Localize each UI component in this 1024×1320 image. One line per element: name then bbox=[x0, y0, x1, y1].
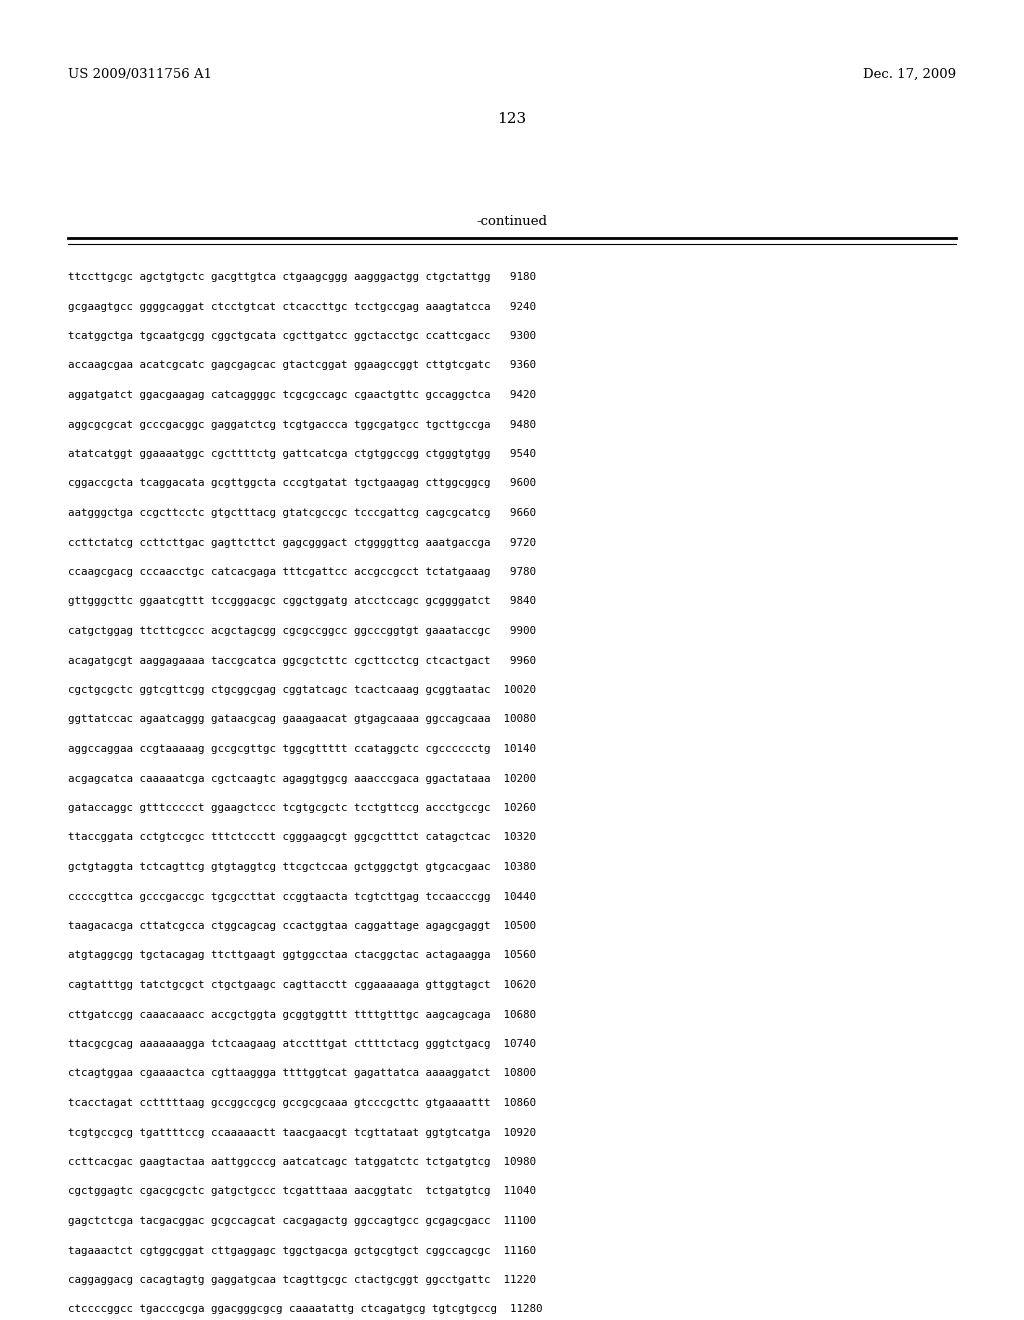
Text: tcatggctga tgcaatgcgg cggctgcata cgcttgatcc ggctacctgc ccattcgacc   9300: tcatggctga tgcaatgcgg cggctgcata cgcttga… bbox=[68, 331, 536, 341]
Text: ctcagtggaa cgaaaactca cgttaaggga ttttggtcat gagattatca aaaaggatct  10800: ctcagtggaa cgaaaactca cgttaaggga ttttggt… bbox=[68, 1068, 536, 1078]
Text: ttaccggata cctgtccgcc tttctccctt cgggaagcgt ggcgctttct catagctcac  10320: ttaccggata cctgtccgcc tttctccctt cgggaag… bbox=[68, 833, 536, 842]
Text: aggcgcgcat gcccgacggc gaggatctcg tcgtgaccca tggcgatgcc tgcttgccga   9480: aggcgcgcat gcccgacggc gaggatctcg tcgtgac… bbox=[68, 420, 536, 429]
Text: tcacctagat cctttttaag gccggccgcg gccgcgcaaa gtcccgcttc gtgaaaattt  10860: tcacctagat cctttttaag gccggccgcg gccgcgc… bbox=[68, 1098, 536, 1107]
Text: tcgtgccgcg tgattttccg ccaaaaactt taacgaacgt tcgttataat ggtgtcatga  10920: tcgtgccgcg tgattttccg ccaaaaactt taacgaa… bbox=[68, 1127, 536, 1138]
Text: ccttctatcg ccttcttgac gagttcttct gagcgggact ctggggttcg aaatgaccga   9720: ccttctatcg ccttcttgac gagttcttct gagcggg… bbox=[68, 537, 536, 548]
Text: ttacgcgcag aaaaaaagga tctcaagaag atcctttgat cttttctacg gggtctgacg  10740: ttacgcgcag aaaaaaagga tctcaagaag atccttt… bbox=[68, 1039, 536, 1049]
Text: acagatgcgt aaggagaaaa taccgcatca ggcgctcttc cgcttcctcg ctcactgact   9960: acagatgcgt aaggagaaaa taccgcatca ggcgctc… bbox=[68, 656, 536, 665]
Text: US 2009/0311756 A1: US 2009/0311756 A1 bbox=[68, 69, 212, 81]
Text: caggaggacg cacagtagtg gaggatgcaa tcagttgcgc ctactgcggt ggcctgattc  11220: caggaggacg cacagtagtg gaggatgcaa tcagttg… bbox=[68, 1275, 536, 1284]
Text: atgtaggcgg tgctacagag ttcttgaagt ggtggcctaa ctacggctac actagaagga  10560: atgtaggcgg tgctacagag ttcttgaagt ggtggcc… bbox=[68, 950, 536, 961]
Text: -continued: -continued bbox=[476, 215, 548, 228]
Text: cccccgttca gcccgaccgc tgcgccttat ccggtaacta tcgtcttgag tccaacccgg  10440: cccccgttca gcccgaccgc tgcgccttat ccggtaa… bbox=[68, 891, 536, 902]
Text: acgagcatca caaaaatcga cgctcaagtc agaggtggcg aaacccgaca ggactataaa  10200: acgagcatca caaaaatcga cgctcaagtc agaggtg… bbox=[68, 774, 536, 784]
Text: cgctggagtc cgacgcgctc gatgctgccc tcgatttaaa aacggtatc  tctgatgtcg  11040: cgctggagtc cgacgcgctc gatgctgccc tcgattt… bbox=[68, 1187, 536, 1196]
Text: ggttatccac agaatcaggg gataacgcag gaaagaacat gtgagcaaaa ggccagcaaa  10080: ggttatccac agaatcaggg gataacgcag gaaagaa… bbox=[68, 714, 536, 725]
Text: catgctggag ttcttcgccc acgctagcgg cgcgccggcc ggcccggtgt gaaataccgc   9900: catgctggag ttcttcgccc acgctagcgg cgcgccg… bbox=[68, 626, 536, 636]
Text: gcgaagtgcc ggggcaggat ctcctgtcat ctcaccttgc tcctgccgag aaagtatcca   9240: gcgaagtgcc ggggcaggat ctcctgtcat ctcacct… bbox=[68, 301, 536, 312]
Text: atatcatggt ggaaaatggc cgcttttctg gattcatcga ctgtggccgg ctgggtgtgg   9540: atatcatggt ggaaaatggc cgcttttctg gattcat… bbox=[68, 449, 536, 459]
Text: ccttcacgac gaagtactaa aattggcccg aatcatcagc tatggatctc tctgatgtcg  10980: ccttcacgac gaagtactaa aattggcccg aatcatc… bbox=[68, 1158, 536, 1167]
Text: aggatgatct ggacgaagag catcaggggc tcgcgccagc cgaactgttc gccaggctca   9420: aggatgatct ggacgaagag catcaggggc tcgcgcc… bbox=[68, 389, 536, 400]
Text: gctgtaggta tctcagttcg gtgtaggtcg ttcgctccaa gctgggctgt gtgcacgaac  10380: gctgtaggta tctcagttcg gtgtaggtcg ttcgctc… bbox=[68, 862, 536, 873]
Text: gagctctcga tacgacggac gcgccagcat cacgagactg ggccagtgcc gcgagcgacc  11100: gagctctcga tacgacggac gcgccagcat cacgaga… bbox=[68, 1216, 536, 1226]
Text: aatgggctga ccgcttcctc gtgctttacg gtatcgccgc tcccgattcg cagcgcatcg   9660: aatgggctga ccgcttcctc gtgctttacg gtatcgc… bbox=[68, 508, 536, 517]
Text: tagaaactct cgtggcggat cttgaggagc tggctgacga gctgcgtgct cggccagcgc  11160: tagaaactct cgtggcggat cttgaggagc tggctga… bbox=[68, 1246, 536, 1255]
Text: accaagcgaa acatcgcatc gagcgagcac gtactcggat ggaagccggt cttgtcgatc   9360: accaagcgaa acatcgcatc gagcgagcac gtactcg… bbox=[68, 360, 536, 371]
Text: 123: 123 bbox=[498, 112, 526, 125]
Text: ctccccggcc tgacccgcga ggacgggcgcg caaaatattg ctcagatgcg tgtcgtgccg  11280: ctccccggcc tgacccgcga ggacgggcgcg caaaat… bbox=[68, 1304, 543, 1315]
Text: cgctgcgctc ggtcgttcgg ctgcggcgag cggtatcagc tcactcaaag gcggtaatac  10020: cgctgcgctc ggtcgttcgg ctgcggcgag cggtatc… bbox=[68, 685, 536, 696]
Text: gataccaggc gtttccccct ggaagctccc tcgtgcgctc tcctgttccg accctgccgc  10260: gataccaggc gtttccccct ggaagctccc tcgtgcg… bbox=[68, 803, 536, 813]
Text: taagacacga cttatcgcca ctggcagcag ccactggtaa caggattage agagcgaggt  10500: taagacacga cttatcgcca ctggcagcag ccactgg… bbox=[68, 921, 536, 931]
Text: Dec. 17, 2009: Dec. 17, 2009 bbox=[863, 69, 956, 81]
Text: aggccaggaa ccgtaaaaag gccgcgttgc tggcgttttt ccataggctc cgcccccctg  10140: aggccaggaa ccgtaaaaag gccgcgttgc tggcgtt… bbox=[68, 744, 536, 754]
Text: ttccttgcgc agctgtgctc gacgttgtca ctgaagcggg aagggactgg ctgctattgg   9180: ttccttgcgc agctgtgctc gacgttgtca ctgaagc… bbox=[68, 272, 536, 282]
Text: cttgatccgg caaacaaacc accgctggta gcggtggttt ttttgtttgc aagcagcaga  10680: cttgatccgg caaacaaacc accgctggta gcggtgg… bbox=[68, 1010, 536, 1019]
Text: cggaccgcta tcaggacata gcgttggcta cccgtgatat tgctgaagag cttggcggcg   9600: cggaccgcta tcaggacata gcgttggcta cccgtga… bbox=[68, 479, 536, 488]
Text: cagtatttgg tatctgcgct ctgctgaagc cagttacctt cggaaaaaga gttggtagct  10620: cagtatttgg tatctgcgct ctgctgaagc cagttac… bbox=[68, 979, 536, 990]
Text: gttgggcttc ggaatcgttt tccgggacgc cggctggatg atcctccagc gcggggatct   9840: gttgggcttc ggaatcgttt tccgggacgc cggctgg… bbox=[68, 597, 536, 606]
Text: ccaagcgacg cccaacctgc catcacgaga tttcgattcc accgccgcct tctatgaaag   9780: ccaagcgacg cccaacctgc catcacgaga tttcgat… bbox=[68, 568, 536, 577]
